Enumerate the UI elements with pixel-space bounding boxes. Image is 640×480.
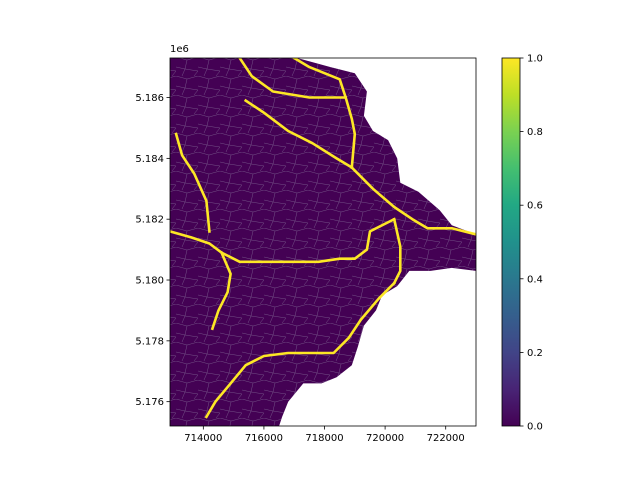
channel-7	[392, 217, 402, 285]
y-tick-label: 5.186	[135, 93, 164, 104]
colorbar-tick-label: 1.0	[527, 54, 543, 65]
x-axis: 714000 716000 718000 720000 722000	[184, 426, 465, 444]
channel-6	[170, 217, 396, 264]
axes-frame	[169, 57, 477, 427]
channel-2	[292, 58, 357, 169]
channel-5	[174, 132, 211, 233]
x-tick-label: 720000	[366, 433, 404, 444]
y-tick-label: 5.184	[135, 154, 164, 165]
colorbar-gradient	[501, 57, 521, 427]
mesh-cell-edges	[170, 58, 476, 426]
x-tick-label: 716000	[245, 433, 283, 444]
channel-4	[349, 165, 476, 236]
x-tick-label: 722000	[427, 433, 465, 444]
colorbar-tick-label: 0.4	[527, 274, 543, 285]
y-offset-label: 1e6	[170, 44, 189, 55]
x-tick-label: 718000	[305, 433, 343, 444]
y-tick-label: 5.180	[135, 276, 164, 287]
x-tick-label: 714000	[184, 433, 222, 444]
plot-area: 714000 716000 718000 720000 722000 5.1765.17…	[135, 44, 477, 444]
y-tick-label: 5.178	[135, 336, 164, 347]
channel-9	[210, 250, 232, 331]
y-tick-label: 5.176	[135, 397, 164, 408]
channel-3	[243, 98, 354, 170]
colorbar-tick-label: 0.8	[527, 127, 543, 138]
colorbar-tick-label: 0.6	[527, 201, 543, 212]
colorbar-tick-label: 0.2	[527, 348, 543, 359]
y-tick-label: 5.182	[135, 215, 164, 226]
channel-1	[238, 58, 348, 99]
colorbar-tick-label: 0.0	[527, 422, 543, 433]
channel-8	[204, 281, 397, 419]
colorbar-ticks: 0.0 0.2 0.4 0.6 0.8 1.0	[520, 54, 543, 433]
colorbar: 0.0 0.2 0.4 0.6 0.8 1.0	[501, 54, 543, 433]
y-axis: 5.176 5.178 5.180 5.182 5.184 5.186	[135, 93, 170, 408]
channel-network	[170, 58, 476, 419]
